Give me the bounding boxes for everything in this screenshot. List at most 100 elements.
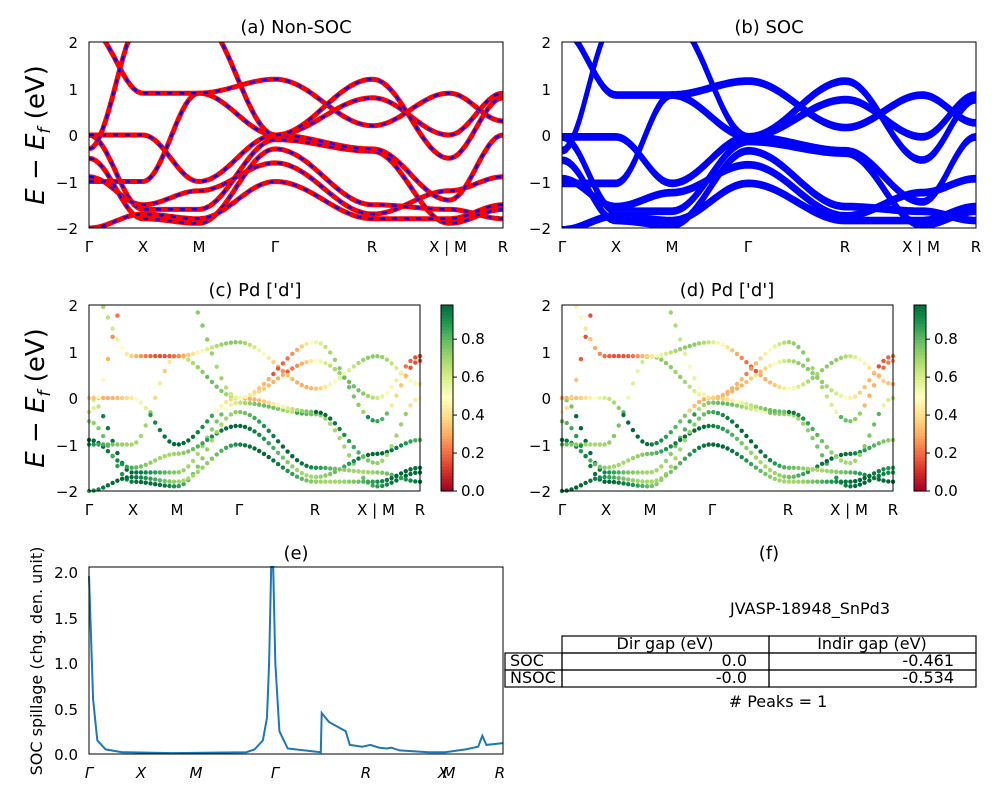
projection-point	[734, 351, 740, 357]
projection-point	[607, 475, 612, 480]
xtick-label: R	[495, 764, 505, 782]
projection-point	[630, 455, 636, 461]
colorbar-segment	[441, 311, 453, 315]
projection-point	[304, 409, 309, 414]
projection-point	[266, 400, 271, 405]
projection-point	[748, 406, 754, 411]
projection-point	[611, 475, 617, 480]
projection-point	[294, 347, 300, 352]
xtick-label: R	[971, 238, 981, 256]
projection-point	[649, 353, 654, 359]
projection-point	[171, 451, 177, 457]
projection-point	[696, 406, 702, 412]
ytick-label: −1	[529, 174, 551, 192]
projection-point	[370, 354, 375, 359]
xtick-label: Γ	[558, 238, 567, 256]
colorbar-segment	[914, 332, 926, 337]
projection-point	[266, 454, 271, 460]
projection-point	[266, 404, 271, 409]
projection-point	[91, 405, 96, 411]
projection-point	[257, 432, 262, 437]
spillage-line	[88, 566, 504, 755]
colorbar-tick-label: 0.2	[934, 444, 958, 462]
projection-point	[205, 347, 210, 352]
projection-point	[616, 475, 621, 481]
projection-point	[578, 356, 584, 362]
colorbar-segment	[441, 314, 453, 318]
table-cell	[768, 669, 977, 688]
projection-point	[687, 343, 692, 349]
projection-point	[640, 439, 645, 444]
projection-point	[134, 440, 139, 445]
band-line	[89, 91, 503, 183]
colorbar-segment	[441, 348, 453, 353]
projection-point	[351, 384, 356, 389]
projection-point	[758, 356, 763, 361]
projection-point	[167, 483, 172, 489]
projection-point	[706, 340, 711, 345]
projection-point	[238, 340, 243, 345]
projection-point	[630, 427, 636, 433]
projection-point	[370, 479, 375, 484]
projection-point	[257, 348, 262, 353]
projection-point	[678, 447, 683, 452]
projection-point	[696, 426, 702, 431]
projection-point	[815, 444, 820, 449]
xtick-label: M	[666, 238, 679, 256]
projection-point	[351, 444, 356, 450]
projection-point	[730, 432, 735, 437]
projection-point	[801, 466, 806, 471]
colorbar-segment	[914, 363, 926, 368]
projection-point	[332, 366, 338, 372]
panel-a-plot	[89, 42, 503, 228]
projection-point	[313, 465, 319, 470]
projection-point	[597, 475, 602, 480]
projection-point	[365, 452, 371, 458]
projection-point	[394, 478, 399, 483]
projection-point	[649, 470, 654, 475]
projection-point	[611, 470, 617, 475]
projection-point	[834, 475, 839, 480]
colorbar-segment	[914, 348, 926, 353]
colorbar-segment	[441, 329, 453, 334]
projection-point	[616, 480, 621, 485]
colorbar-segment	[441, 357, 453, 362]
colorbar-segment	[914, 388, 926, 393]
projection-point	[801, 363, 806, 368]
projection-point	[110, 438, 115, 444]
projection-point	[176, 479, 181, 484]
projection-point	[668, 451, 673, 457]
projection-point	[635, 353, 640, 359]
xtick-label: X	[611, 238, 621, 256]
projection-point	[862, 444, 867, 449]
projection-point	[829, 360, 834, 366]
projection-point	[261, 386, 267, 391]
projection-point	[659, 476, 664, 481]
colorbar-segment	[914, 370, 926, 374]
colorbar-segment	[914, 398, 926, 402]
projection-point	[678, 347, 683, 352]
material-label: JVASP-18948_SnPd3	[729, 599, 890, 619]
projection-point	[720, 444, 725, 449]
projection-point	[214, 419, 219, 424]
projection-point	[280, 404, 286, 409]
projection-point	[200, 348, 205, 354]
projection-point	[867, 365, 872, 371]
projection-point	[744, 379, 749, 385]
projection-point	[380, 354, 385, 360]
projection-point	[403, 364, 408, 369]
projection-point	[867, 393, 872, 398]
projection-point	[578, 315, 584, 320]
projection-point	[621, 470, 626, 475]
projection-point	[796, 465, 801, 471]
projection-point	[616, 405, 621, 411]
projection-point	[157, 353, 163, 359]
colorbar-segment	[441, 453, 453, 458]
projection-point	[692, 403, 697, 409]
ytick-label: 2.0	[54, 564, 78, 582]
projection-point	[365, 414, 371, 420]
projection-point	[337, 366, 342, 371]
xtick-label: M	[644, 501, 657, 519]
colorbar-segment	[914, 419, 926, 424]
projection-point	[843, 460, 848, 465]
